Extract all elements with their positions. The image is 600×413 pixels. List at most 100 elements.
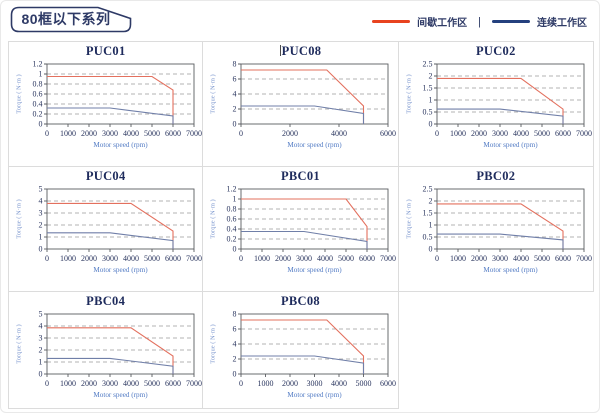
chart-title-text: PUC08: [281, 44, 322, 58]
y-axis: 00.20.40.60.811.2: [227, 185, 242, 254]
svg-text:2000: 2000: [81, 379, 97, 388]
svg-text:1000: 1000: [450, 254, 466, 263]
gridlines: [241, 328, 389, 360]
svg-text:1.5: 1.5: [422, 84, 432, 93]
x-axis-label: Motor speed (rpm): [483, 266, 538, 274]
series-line-continuous: [46, 107, 174, 124]
svg-text:0: 0: [45, 129, 49, 138]
x-axis-label: Motor speed (rpm): [93, 266, 148, 274]
x-axis: 0 1000 2000 3000 4000 5000 6000 7000: [435, 249, 592, 263]
svg-text:0.5: 0.5: [422, 233, 432, 242]
x-axis-label: Motor speed (rpm): [93, 141, 148, 149]
svg-text:1: 1: [38, 358, 42, 367]
series-line-intermittent: [241, 319, 365, 374]
svg-text:0: 0: [428, 245, 432, 254]
legend: 间歇工作区 | 连续工作区: [372, 14, 587, 29]
chart-title-text: PUC04: [85, 169, 126, 183]
y-axis-label: Torque ( N·m ): [405, 74, 412, 113]
x-axis: 0 1000 2000 3000 4000 5000 6000 7000: [435, 124, 592, 138]
svg-text:6: 6: [233, 75, 237, 84]
x-axis-label: Motor speed (rpm): [483, 141, 538, 149]
svg-text:0.4: 0.4: [227, 225, 237, 234]
svg-text:1: 1: [38, 233, 42, 242]
svg-text:8: 8: [233, 60, 237, 69]
svg-text:7000: 7000: [576, 129, 592, 138]
svg-text:1000: 1000: [258, 379, 274, 388]
series-line-intermittent: [241, 69, 365, 124]
svg-text:0.6: 0.6: [227, 215, 237, 224]
svg-text:0: 0: [239, 379, 243, 388]
x-axis: 0 1000 2000 3000 4000 5000 6000 7000: [45, 374, 202, 388]
svg-text:1.5: 1.5: [422, 209, 432, 218]
y-axis: 00.20.40.60.811.2: [32, 60, 47, 129]
x-axis: 0 1000 2000 3000 4000 5000 6000 7000: [45, 249, 202, 263]
gridlines: [46, 73, 194, 115]
svg-text:1: 1: [428, 96, 432, 105]
chart-title-text: PBC08: [280, 294, 320, 308]
gridlines: [241, 78, 389, 110]
svg-text:5000: 5000: [144, 129, 160, 138]
svg-text:3000: 3000: [102, 379, 118, 388]
svg-text:2000: 2000: [81, 129, 97, 138]
svg-text:0: 0: [233, 120, 237, 129]
svg-text:4000: 4000: [123, 254, 139, 263]
svg-text:6000: 6000: [380, 129, 396, 138]
svg-text:2: 2: [38, 221, 42, 230]
chart-grid: PUC01 0 0.2 0.4 0.6 0.8 1 1.2 0 1000 2000 3000 4000…: [8, 41, 594, 409]
badge-outline-icon: [10, 6, 132, 33]
plot-frame: [46, 313, 195, 375]
svg-text:5000: 5000: [534, 254, 550, 263]
svg-text:2: 2: [428, 197, 432, 206]
svg-text:4000: 4000: [513, 254, 529, 263]
chart-panel-puc02: PUC02 0 0.5 1 1.5 2 2.5 0 1000 2000 3000 4000 5000 6…: [398, 41, 594, 167]
svg-text:1000: 1000: [60, 254, 76, 263]
x-axis-label: Motor speed (rpm): [288, 266, 343, 274]
x-axis: 0 1000 2000 3000 4000 5000 6000 7000: [239, 249, 396, 263]
svg-text:1.2: 1.2: [32, 60, 42, 69]
chart-title-text: PBC04: [86, 294, 126, 308]
chart-plot: 0 1 2 3 4 5 0 1000 2000 3000 4000 5000 6000 7000 Motor…: [15, 185, 202, 274]
legend-separator: |: [478, 15, 481, 28]
svg-text:5000: 5000: [338, 254, 354, 263]
svg-text:1000: 1000: [450, 129, 466, 138]
y-axis-label: Torque ( N·m ): [15, 74, 22, 113]
y-axis-label: Torque ( N·m ): [210, 74, 217, 113]
svg-text:2000: 2000: [282, 129, 298, 138]
chart-title: PBC01: [203, 169, 397, 183]
svg-text:8: 8: [233, 310, 237, 319]
series-line-continuous: [46, 232, 174, 249]
y-axis-label: Torque ( N·m ): [210, 324, 217, 363]
svg-text:4: 4: [233, 90, 237, 99]
intermittent-line-icon: [372, 20, 411, 23]
chart-title: PUC01: [9, 44, 202, 58]
svg-text:5000: 5000: [534, 129, 550, 138]
svg-text:0.8: 0.8: [32, 80, 42, 89]
svg-text:2000: 2000: [471, 129, 487, 138]
y-axis: 0 1 2 3 4 5: [38, 185, 47, 254]
svg-text:0: 0: [45, 254, 49, 263]
series-line-intermittent: [436, 77, 564, 124]
legend-item-intermittent: 间歇工作区: [372, 14, 467, 29]
plot-frame: [436, 63, 585, 125]
empty-cell: [398, 292, 594, 409]
svg-text:6000: 6000: [555, 254, 571, 263]
series-title-badge: 80框以下系列: [10, 6, 132, 33]
svg-text:0.2: 0.2: [32, 110, 42, 119]
series-line-continuous: [436, 233, 564, 249]
svg-text:2000: 2000: [471, 254, 487, 263]
svg-text:5000: 5000: [144, 379, 160, 388]
svg-text:0.5: 0.5: [422, 108, 432, 117]
svg-text:3000: 3000: [102, 129, 118, 138]
svg-text:2000: 2000: [275, 254, 291, 263]
svg-text:0: 0: [435, 129, 439, 138]
svg-text:6000: 6000: [165, 379, 181, 388]
svg-text:4000: 4000: [331, 129, 347, 138]
chart-plot: 0 2 4 6 8 0 2000 4000 6000 Motor speed (rpm) Torqu…: [210, 60, 397, 149]
svg-text:1000: 1000: [60, 129, 76, 138]
svg-text:1.2: 1.2: [227, 185, 237, 194]
svg-text:0: 0: [38, 370, 42, 379]
chart-panel-pbc08: PBC08 0 2 4 6 8 0 1000 2000 3000 4000 5000 6000 Moto…: [203, 292, 399, 409]
chart-panel-pbc02: PBC02 0 0.5 1 1.5 2 2.5 0 1000 2000 3000 4000 5000 6…: [398, 167, 594, 292]
series-line-continuous: [241, 105, 365, 124]
svg-text:3000: 3000: [307, 379, 323, 388]
